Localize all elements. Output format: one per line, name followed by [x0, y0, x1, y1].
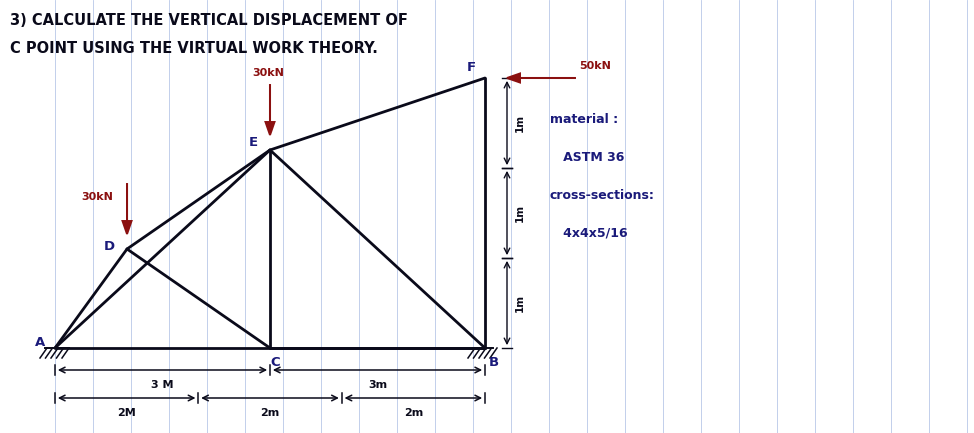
FancyArrow shape: [266, 85, 275, 135]
Text: E: E: [248, 136, 257, 149]
Text: D: D: [103, 240, 115, 253]
Text: ASTM 36: ASTM 36: [550, 151, 624, 164]
Text: 1m: 1m: [515, 294, 525, 312]
Text: 2m: 2m: [404, 408, 423, 418]
Text: 2M: 2M: [117, 408, 136, 418]
Text: 3m: 3m: [368, 380, 387, 390]
Text: 30kN: 30kN: [252, 68, 284, 78]
FancyArrow shape: [507, 74, 575, 83]
Text: B: B: [489, 355, 499, 368]
Text: 50kN: 50kN: [580, 61, 611, 71]
Text: 1m: 1m: [515, 114, 525, 132]
Text: 3 M: 3 M: [151, 380, 173, 390]
Text: 3) CALCULATE THE VERTICAL DISPLACEMENT OF: 3) CALCULATE THE VERTICAL DISPLACEMENT O…: [10, 13, 408, 28]
Text: 1m: 1m: [515, 204, 525, 222]
Text: 30kN: 30kN: [81, 192, 113, 202]
Text: A: A: [35, 336, 45, 349]
Text: material :: material :: [550, 113, 618, 126]
Text: 2m: 2m: [260, 408, 280, 418]
Text: cross-sections:: cross-sections:: [550, 189, 655, 202]
FancyArrow shape: [123, 184, 131, 234]
Text: 4x4x5/16: 4x4x5/16: [550, 227, 627, 240]
Text: F: F: [467, 61, 475, 74]
Text: C: C: [270, 356, 280, 369]
Text: C POINT USING THE VIRTUAL WORK THEORY.: C POINT USING THE VIRTUAL WORK THEORY.: [10, 41, 378, 56]
